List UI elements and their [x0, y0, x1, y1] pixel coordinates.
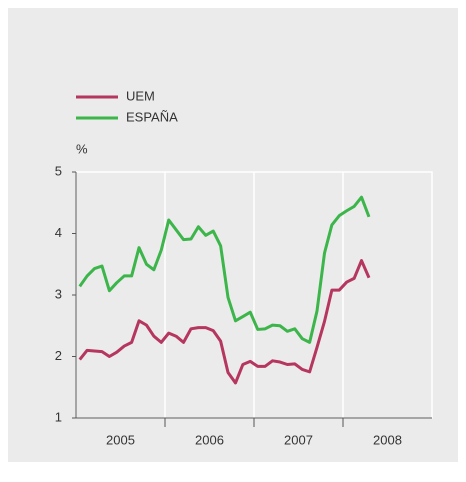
y-tick-label: 4 [55, 225, 62, 240]
x-tick-label: 2008 [373, 432, 402, 447]
y-tick-label: 2 [55, 348, 62, 363]
y-tick-label: 3 [55, 286, 62, 301]
panel [8, 8, 458, 462]
line [78, 195, 371, 344]
x-tick-label: 2005 [106, 432, 135, 447]
legend-label: UEM [126, 88, 155, 103]
x-tick-label: 2007 [284, 432, 313, 447]
legend-label: ESPAÑA [126, 109, 178, 124]
y-tick-label: 1 [55, 409, 62, 424]
y-unit: % [76, 141, 88, 156]
y-tick-label: 5 [55, 163, 62, 178]
x-tick-label: 2006 [195, 432, 224, 447]
line [78, 259, 371, 385]
